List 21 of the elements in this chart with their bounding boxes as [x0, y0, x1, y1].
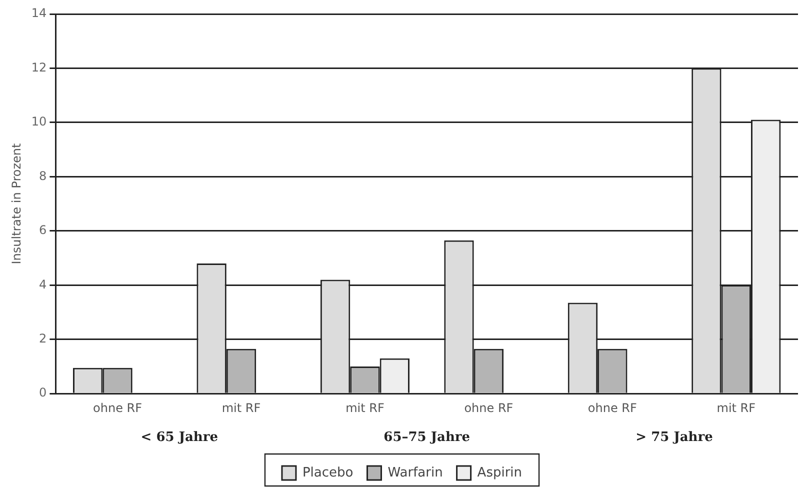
- y-tick-label: 12: [31, 60, 47, 74]
- y-tick-label: 8: [39, 168, 47, 183]
- text: > 75 Jahre: [636, 430, 713, 445]
- y-tick-label: 2: [39, 331, 47, 346]
- y-tick-label: 0: [39, 386, 47, 400]
- legend-label: Placebo: [302, 465, 354, 480]
- y-tick-label: 10: [31, 114, 47, 129]
- x-tick-label: mit RF: [346, 400, 384, 415]
- x-tick-label: mit RF: [222, 400, 261, 415]
- x-tick-label: ohne RF: [464, 400, 514, 415]
- text: < 65 Jahre: [140, 430, 218, 445]
- y-axis-title: Insultrate in Prozent: [9, 143, 24, 264]
- legend-label: Warfarin: [388, 465, 443, 480]
- x-tick-label: ohne RF: [93, 400, 142, 415]
- text: 65–75 Jahre: [384, 430, 470, 445]
- x-tick-label: ohne RF: [588, 400, 638, 415]
- y-tick-label: 4: [39, 277, 47, 292]
- y-tick-label: 14: [31, 6, 47, 20]
- x-tick-label: mit RF: [716, 400, 756, 415]
- y-tick-label: 6: [39, 223, 47, 238]
- legend-label: Aspirin: [477, 465, 522, 480]
